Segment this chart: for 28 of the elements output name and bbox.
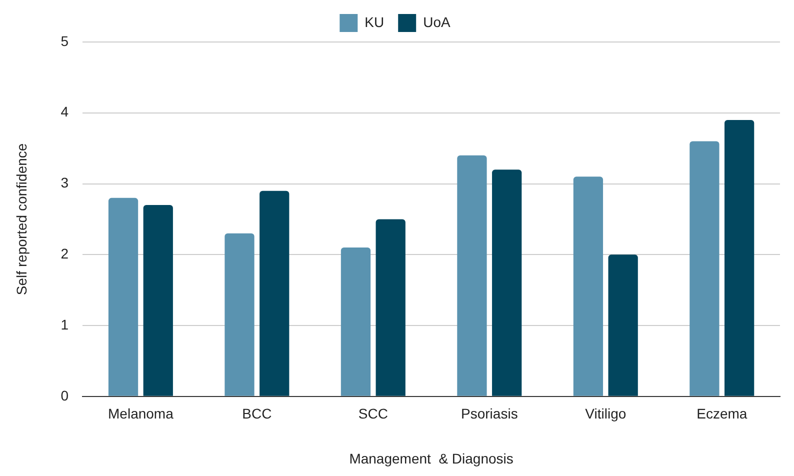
x-tick-label: BCC (242, 406, 272, 422)
x-tick-label: Psoriasis (461, 406, 518, 422)
bar (608, 254, 638, 396)
y-tick-label: 1 (60, 316, 69, 332)
bar (724, 120, 754, 396)
bar (492, 170, 522, 396)
y-tick-label: 2 (60, 246, 69, 262)
y-axis-title: Self reported confidence (13, 143, 30, 296)
y-tick-label: 5 (60, 32, 69, 49)
bar (690, 141, 720, 396)
bar (457, 155, 487, 396)
x-tick-label: Vitiligo (585, 406, 626, 422)
x-tick-label: Melanoma (108, 406, 174, 422)
legend-label: UoA (423, 14, 452, 30)
bar (376, 219, 406, 396)
legend-label: KU (364, 14, 384, 30)
bar (108, 198, 138, 396)
x-axis-title: Management & Diagnosis (349, 450, 514, 466)
bar (573, 176, 604, 396)
y-tick-label: 0 (60, 387, 69, 404)
bar (260, 190, 290, 396)
x-tick-label: Eczema (696, 406, 748, 422)
y-tick-label: 4 (60, 104, 69, 120)
y-tick-label: 3 (60, 174, 69, 191)
bar (340, 248, 371, 396)
x-tick-label: SCC (358, 406, 388, 422)
bar (224, 233, 254, 396)
bar (143, 205, 173, 396)
